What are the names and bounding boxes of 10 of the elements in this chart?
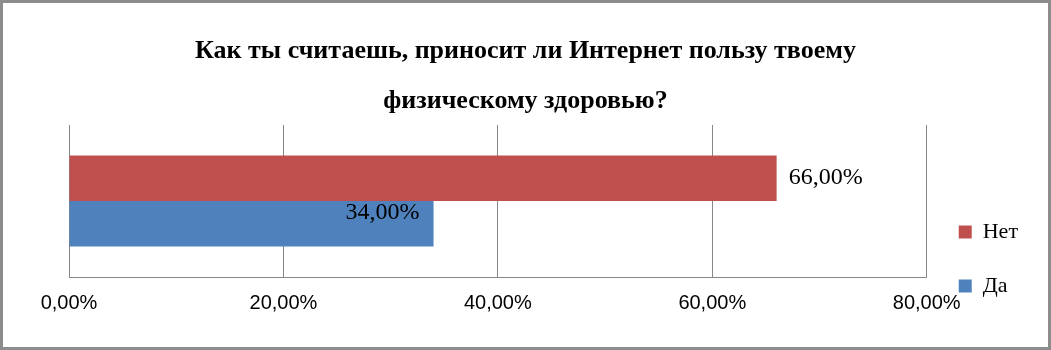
legend-label: Да: [982, 271, 1008, 297]
x-tick-label: 20,00%: [249, 290, 318, 313]
x-tick-label: 80,00%: [892, 290, 961, 313]
data-label: 34,00%: [345, 198, 420, 225]
data-label: 66,00%: [788, 163, 863, 190]
x-tick-label: 0,00%: [40, 290, 98, 313]
chart-title: Как ты считаешь, приносит ли Интернет пользу твоему физическому здоровью?: [194, 34, 857, 116]
x-tick-label: 60,00%: [678, 290, 747, 313]
legend-label: Нет: [982, 217, 1019, 243]
x-tick-label: 40,00%: [463, 290, 532, 313]
